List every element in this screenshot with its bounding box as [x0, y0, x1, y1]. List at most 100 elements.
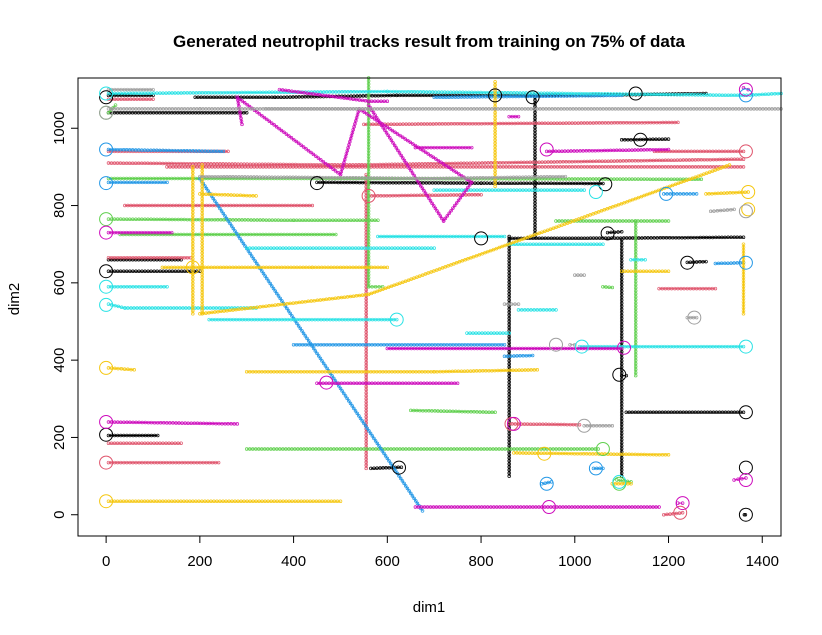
- track-point: [619, 230, 624, 234]
- track-gray: [106, 87, 155, 92]
- track-point: [315, 351, 319, 356]
- track-blue: [291, 342, 507, 347]
- track-point: [507, 474, 511, 478]
- track-point: [616, 230, 620, 234]
- track-point: [741, 235, 746, 239]
- track-point: [372, 436, 376, 441]
- track-point: [144, 97, 149, 102]
- track-black: [619, 137, 671, 142]
- track-point: [378, 446, 383, 451]
- plot-area: [99, 76, 783, 522]
- track-point: [323, 364, 328, 368]
- track-point: [332, 376, 336, 381]
- track-point: [420, 509, 425, 513]
- track-black: [106, 257, 183, 262]
- track-point: [405, 486, 410, 491]
- track-yellow: [704, 190, 750, 196]
- track-point: [310, 203, 315, 208]
- track-point: [241, 241, 246, 246]
- track-red: [106, 255, 193, 260]
- track-green: [633, 219, 638, 378]
- track-point: [305, 336, 309, 341]
- track-point: [741, 149, 746, 154]
- track-point: [128, 97, 133, 102]
- track-point: [618, 478, 623, 483]
- track-magenta: [544, 147, 671, 154]
- track-point: [398, 476, 403, 481]
- track-point: [106, 111, 111, 115]
- track-point: [615, 478, 619, 482]
- track-point: [713, 286, 718, 291]
- track-black: [369, 465, 404, 471]
- track-point: [388, 461, 393, 466]
- track-point: [373, 284, 378, 289]
- track-point: [403, 484, 408, 488]
- track-point: [657, 137, 661, 141]
- track-black: [507, 235, 746, 241]
- track-point: [278, 296, 282, 301]
- track-black: [624, 410, 746, 415]
- track-point: [502, 342, 507, 347]
- track-yellow: [106, 366, 136, 372]
- track-point: [350, 404, 354, 408]
- track-point: [666, 137, 671, 141]
- track-point: [682, 286, 686, 291]
- track-point: [113, 97, 117, 102]
- track-point: [694, 286, 699, 291]
- track-point: [479, 192, 483, 197]
- track-point: [377, 284, 381, 289]
- track-line: [108, 303, 257, 309]
- track-point: [604, 285, 608, 289]
- track-point: [333, 379, 338, 383]
- track-point: [415, 501, 420, 506]
- track-black: [106, 269, 202, 273]
- track-point: [216, 204, 221, 208]
- track-point: [221, 149, 226, 154]
- track-point: [348, 401, 353, 406]
- track-blue: [106, 180, 169, 185]
- track-magenta: [235, 95, 474, 223]
- track-blue: [662, 192, 699, 196]
- track-point: [345, 396, 349, 401]
- track-yellow: [244, 368, 540, 374]
- track-point: [629, 137, 633, 142]
- track-point: [382, 451, 386, 456]
- track-point: [334, 232, 338, 237]
- track-point: [116, 93, 120, 98]
- track-point: [666, 219, 671, 223]
- track-point: [223, 214, 227, 218]
- track-yellow: [198, 192, 258, 198]
- track-point: [234, 231, 239, 236]
- track-point: [296, 324, 301, 328]
- track-point: [290, 314, 294, 318]
- track-point: [116, 97, 120, 102]
- track-point: [313, 349, 318, 353]
- track-point: [407, 489, 411, 493]
- track-point: [231, 226, 236, 231]
- track-point: [214, 201, 219, 206]
- track-yellow: [106, 499, 343, 503]
- track-point: [694, 260, 699, 264]
- track-black: [315, 180, 605, 186]
- track-point: [605, 230, 610, 235]
- track-point: [301, 331, 306, 336]
- track-point: [338, 386, 343, 391]
- track-red: [106, 97, 155, 102]
- track-point: [340, 389, 344, 393]
- track-red: [106, 157, 746, 167]
- track-blue: [106, 147, 226, 154]
- track-point: [280, 299, 284, 303]
- track-line: [370, 466, 402, 469]
- track-point: [135, 97, 139, 102]
- track-point: [669, 286, 674, 291]
- track-red: [662, 511, 685, 517]
- track-point: [674, 511, 679, 516]
- track-point: [676, 120, 680, 125]
- track-point: [119, 97, 123, 102]
- track-point: [414, 499, 418, 503]
- track-black: [106, 111, 249, 115]
- track-point: [385, 456, 390, 461]
- track-cyan: [629, 257, 647, 262]
- track-point: [370, 284, 374, 289]
